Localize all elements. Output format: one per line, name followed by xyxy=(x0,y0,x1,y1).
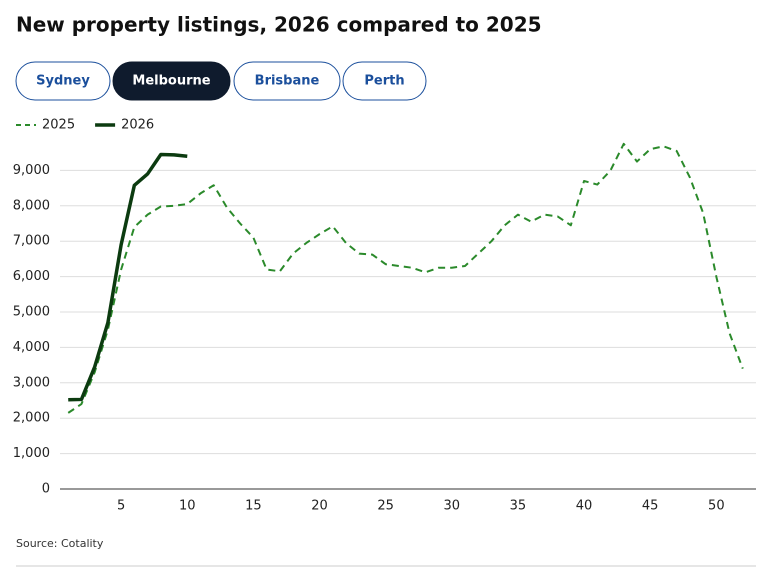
chart-title: New property listings, 2026 compared to … xyxy=(16,13,542,37)
tab-label[interactable]: Sydney xyxy=(36,74,90,89)
y-tick-label: 9,000 xyxy=(13,163,50,178)
y-tick-label: 6,000 xyxy=(13,269,50,284)
x-tick-label: 35 xyxy=(510,499,527,514)
y-tick-label: 1,000 xyxy=(13,446,50,461)
y-tick-label: 8,000 xyxy=(13,198,50,213)
y-tick-label: 0 xyxy=(42,482,50,497)
x-tick-label: 30 xyxy=(444,499,461,514)
x-tick-label: 40 xyxy=(576,499,593,514)
x-tick-label: 10 xyxy=(179,499,196,514)
x-tick-label: 25 xyxy=(377,499,394,514)
tab-label[interactable]: Perth xyxy=(364,74,404,89)
tab-active[interactable] xyxy=(112,61,231,101)
tab[interactable] xyxy=(233,61,341,101)
tab[interactable] xyxy=(342,61,427,101)
y-tick-label: 4,000 xyxy=(13,340,50,355)
tab[interactable] xyxy=(15,61,111,101)
series-line xyxy=(68,152,188,402)
source: Source: Cotality xyxy=(16,537,104,550)
x-tick-label: 45 xyxy=(642,499,659,514)
series-line xyxy=(67,142,744,414)
y-tick-label: 7,000 xyxy=(13,234,50,249)
x-tick-label: 15 xyxy=(245,499,262,514)
legend-label: 2026 xyxy=(121,118,154,133)
legend-label: 2025 xyxy=(42,118,75,133)
y-tick-label: 2,000 xyxy=(13,411,50,426)
x-tick-label: 20 xyxy=(311,499,328,514)
y-tick-label: 5,000 xyxy=(13,305,50,320)
tab-label[interactable]: Brisbane xyxy=(255,74,320,89)
x-tick-label: 5 xyxy=(117,499,125,514)
tab-label[interactable]: Melbourne xyxy=(132,74,210,89)
x-tick-label: 50 xyxy=(708,499,725,514)
y-tick-label: 3,000 xyxy=(13,375,50,390)
